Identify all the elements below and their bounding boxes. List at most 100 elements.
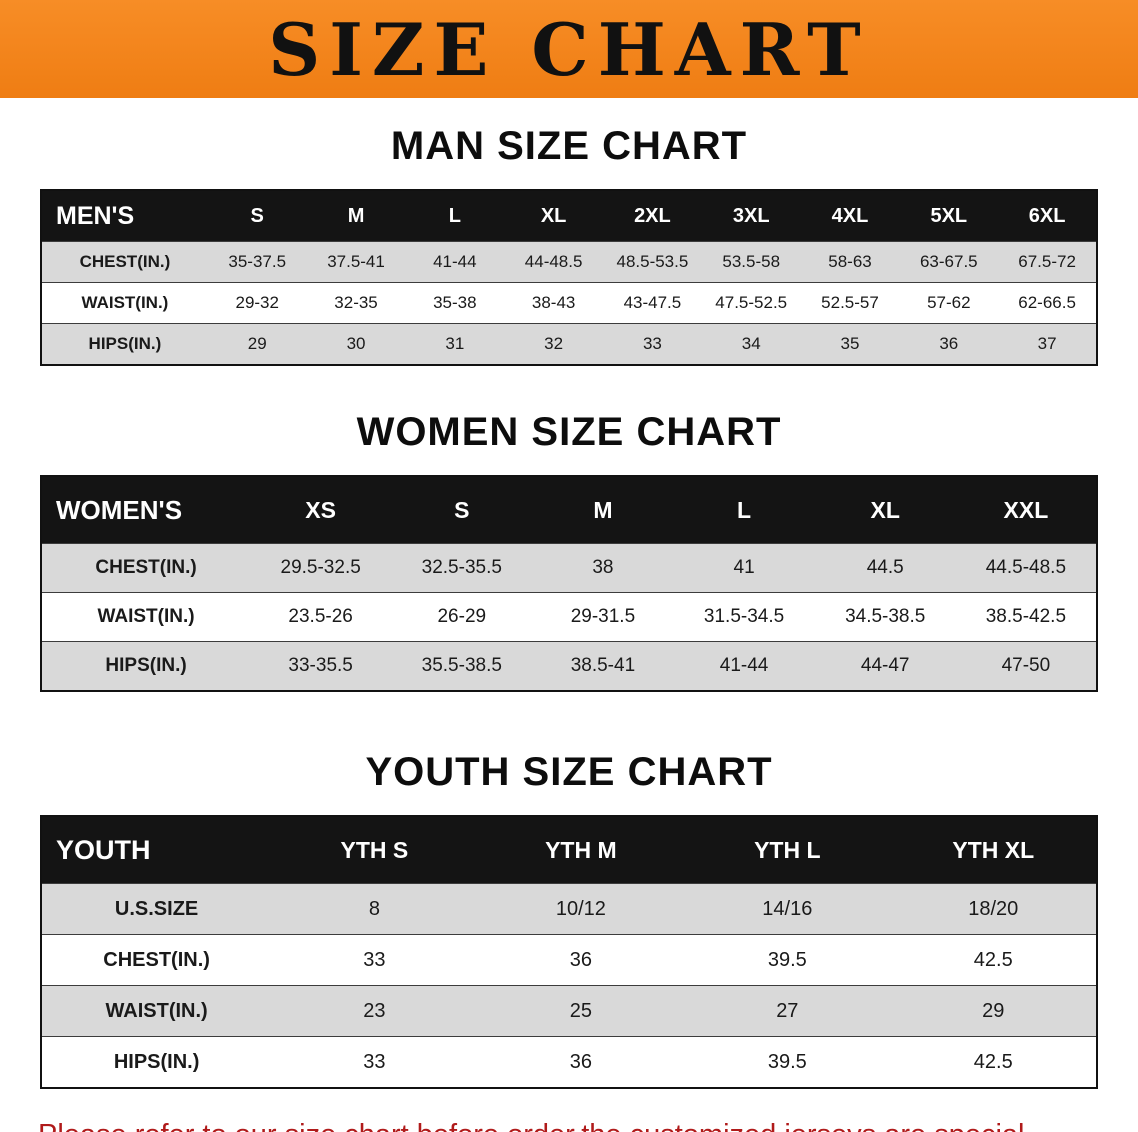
women-col-header: S	[454, 496, 470, 523]
youth-waist-row: WAIST(IN.) 23 25 27 29	[41, 985, 1097, 1037]
men-chest-row: CHEST(IN.) 35-37.5 37.5-41 41-44 44-48.5…	[41, 241, 1097, 283]
banner: SIZE CHART	[0, 0, 1138, 98]
youth-section-heading: YOUTH SIZE CHART	[365, 750, 773, 794]
size-value-cell: 41	[733, 557, 755, 578]
youth-size-table: YOUTH YTH S YTH M YTH L YTH XL U.S.SIZE …	[40, 815, 1098, 1089]
row-label: WAIST(IN.)	[81, 293, 169, 312]
men-waist-row: WAIST(IN.) 29-32 32-35 35-38 38-43 43-47…	[41, 282, 1097, 324]
size-value-cell: 26-29	[437, 606, 487, 627]
row-label: WAIST(IN.)	[105, 999, 208, 1022]
youth-col-header: YTH XL	[952, 836, 1035, 863]
youth-header-row: YOUTH YTH S YTH M YTH L YTH XL	[41, 816, 1097, 884]
size-value-cell: 32-35	[334, 293, 378, 312]
size-value-cell: 37	[1037, 334, 1057, 353]
men-col-header: 6XL	[1028, 204, 1066, 227]
size-value-cell: 53.5-58	[722, 252, 781, 271]
row-label: CHEST(IN.)	[103, 948, 210, 971]
size-value-cell: 23.5-26	[288, 606, 353, 627]
size-value-cell: 25	[569, 999, 592, 1022]
size-value-cell: 29	[982, 999, 1005, 1022]
size-value-cell: 67.5-72	[1018, 252, 1076, 271]
women-col-header: L	[737, 496, 752, 523]
men-section-heading: MAN SIZE CHART	[390, 124, 748, 168]
youth-col-header: YTH S	[340, 836, 409, 863]
size-value-cell: 35-37.5	[228, 252, 287, 271]
size-value-cell: 33	[363, 948, 386, 971]
size-value-cell: 41-44	[433, 252, 477, 271]
size-value-cell: 14/16	[762, 897, 813, 920]
size-value-cell: 31.5-34.5	[703, 606, 785, 627]
youth-chest-row: CHEST(IN.) 33 36 39.5 42.5	[41, 934, 1097, 986]
size-value-cell: 18/20	[968, 897, 1019, 920]
row-label: CHEST(IN.)	[95, 557, 197, 578]
size-value-cell: 47.5-52.5	[715, 293, 788, 312]
size-value-cell: 29.5-32.5	[280, 557, 361, 578]
size-value-cell: 38-43	[531, 293, 576, 312]
men-col-header: XL	[540, 204, 567, 227]
size-value-cell: 37.5-41	[327, 252, 385, 271]
size-value-cell: 23	[363, 999, 386, 1022]
youth-table-wrap: YOUTH YTH S YTH M YTH L YTH XL U.S.SIZE …	[0, 815, 1138, 1089]
youth-corner-label: YOUTH	[56, 834, 151, 865]
men-col-header: M	[347, 204, 365, 227]
size-value-cell: 31	[445, 334, 465, 353]
size-value-cell: 35.5-38.5	[421, 655, 502, 676]
size-value-cell: 29	[247, 334, 267, 353]
size-value-cell: 34	[741, 334, 761, 353]
size-value-cell: 36	[569, 948, 592, 971]
women-table-wrap: WOMEN'S XS S M L XL XXL CHEST(IN.) 29.5-…	[0, 475, 1138, 692]
size-value-cell: 27	[776, 999, 799, 1022]
men-hips-row: HIPS(IN.) 29 30 31 32 33 34 35 36 37	[41, 323, 1097, 365]
women-col-header: XL	[870, 496, 900, 523]
size-value-cell: 44.5-48.5	[985, 557, 1067, 578]
size-value-cell: 44-48.5	[524, 252, 583, 271]
size-value-cell: 32.5-35.5	[421, 557, 502, 578]
size-value-cell: 10/12	[555, 897, 606, 920]
row-label: HIPS(IN.)	[88, 334, 162, 353]
size-value-cell: 42.5	[973, 1050, 1013, 1073]
size-value-cell: 62-66.5	[1018, 293, 1076, 312]
size-value-cell: 58-63	[828, 252, 872, 271]
men-table-wrap: MEN'S S M L XL 2XL 3XL 4XL 5XL 6XL CHEST…	[0, 189, 1138, 366]
size-value-cell: 39.5	[767, 1050, 807, 1073]
women-corner-label: WOMEN'S	[56, 494, 183, 525]
size-value-cell: 44-47	[860, 655, 910, 676]
size-value-cell: 29-32	[235, 293, 279, 312]
men-col-header: 3XL	[732, 204, 770, 227]
size-value-cell: 35	[840, 334, 860, 353]
size-value-cell: 36	[939, 334, 959, 353]
women-col-header: M	[593, 496, 613, 523]
youth-ussize-row: U.S.SIZE 8 10/12 14/16 18/20	[41, 883, 1097, 935]
size-value-cell: 29-31.5	[570, 606, 636, 627]
size-value-cell: 34.5-38.5	[845, 606, 926, 627]
men-corner-label: MEN'S	[56, 201, 135, 230]
row-label: WAIST(IN.)	[97, 606, 195, 627]
youth-col-header: YTH M	[545, 836, 617, 863]
men-col-header: 2XL	[634, 204, 671, 227]
size-value-cell: 43-47.5	[623, 293, 682, 312]
men-header-row: MEN'S S M L XL 2XL 3XL 4XL 5XL 6XL	[41, 190, 1097, 242]
size-value-cell: 57-62	[927, 293, 971, 312]
size-value-cell: 48.5-53.5	[616, 252, 689, 271]
row-label: CHEST(IN.)	[79, 252, 171, 271]
women-section-heading: WOMEN SIZE CHART	[356, 410, 782, 454]
row-label: U.S.SIZE	[114, 897, 199, 920]
women-col-header: XS	[305, 496, 336, 523]
women-col-header: XXL	[1003, 496, 1049, 523]
size-value-cell: 41-44	[719, 655, 769, 676]
men-col-header: 5XL	[930, 204, 968, 227]
size-value-cell: 52.5-57	[821, 293, 879, 312]
banner-title: SIZE CHART	[268, 6, 870, 92]
size-value-cell: 42.5	[973, 948, 1013, 971]
women-hips-row: HIPS(IN.) 33-35.5 35.5-38.5 38.5-41 41-4…	[41, 641, 1097, 691]
size-value-cell: 44.5	[866, 557, 904, 578]
women-header-row: WOMEN'S XS S M L XL XXL	[41, 476, 1097, 544]
size-value-cell: 33-35.5	[288, 655, 353, 676]
size-value-cell: 36	[569, 1050, 592, 1073]
size-value-cell: 38.5-42.5	[985, 606, 1067, 627]
size-value-cell: 63-67.5	[919, 252, 978, 271]
size-value-cell: 35-38	[433, 293, 477, 312]
size-value-cell: 38	[592, 557, 614, 578]
size-value-cell: 38.5-41	[570, 655, 636, 676]
youth-col-header: YTH L	[754, 836, 821, 863]
